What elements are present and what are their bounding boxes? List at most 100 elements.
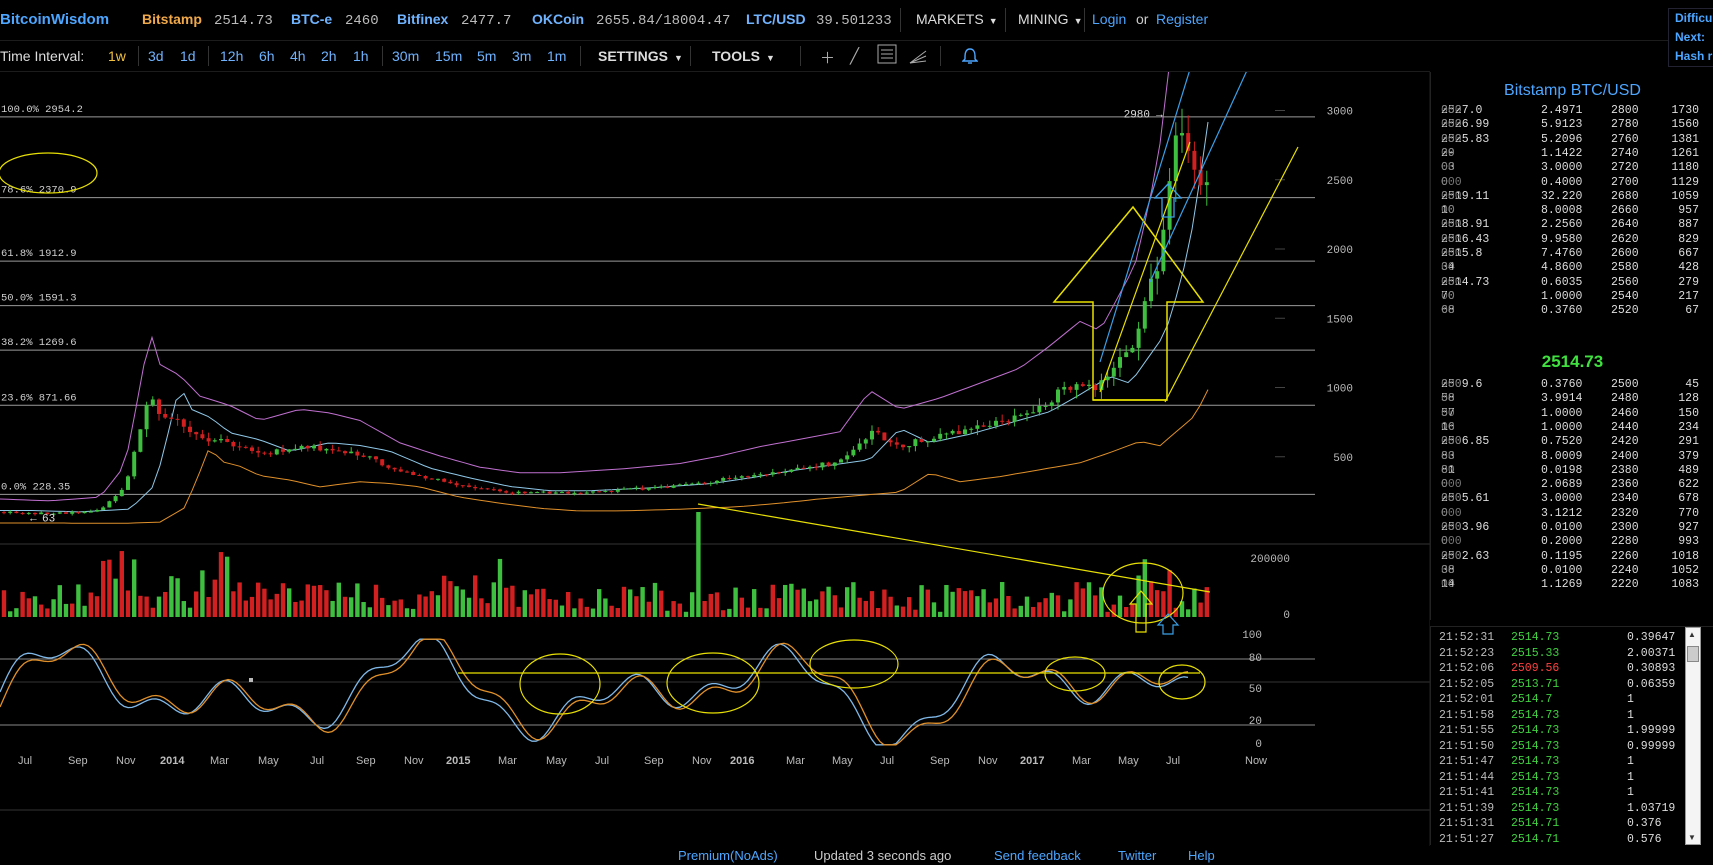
fan-tool-icon[interactable] [908,47,928,69]
order-level: 2600 [1611,247,1639,260]
ticker-ltcusd-name[interactable]: LTC/USD [746,11,806,27]
time-axis-label: 2014 [160,755,185,767]
volume-bar [696,512,701,617]
site-logo[interactable]: BitcoinWisdom [0,11,110,28]
bell-icon[interactable] [961,47,979,69]
stoch-tick-label: 0 [1255,739,1262,751]
orderbook-row[interactable]: 2518.91 000 2.2560 2640 887 [1441,218,1711,233]
ticker-btce-name[interactable]: BTC-e [291,11,333,27]
orderbook-row[interactable]: 10 00 8.0008 2660 957 [1441,204,1711,219]
interval-15m[interactable]: 15m [435,48,463,64]
orderbook-row[interactable]: 2505.61 000 3.0000 2340 678 [1441,492,1711,507]
interval-12h[interactable]: 12h [220,48,244,64]
orderbook-row[interactable]: 2519.11 000 32.220 2680 1059 [1441,190,1711,205]
mining-menu[interactable]: MINING ▼ [1018,11,1082,27]
volume-bar [733,587,738,617]
orderbook-row[interactable]: 2527.0 000 2.4971 2800 1730 [1441,104,1711,119]
interval-4h[interactable]: 4h [290,48,306,64]
orderbook-row[interactable]: 2516.43 000 9.9580 2620 829 [1441,233,1711,248]
scroll-down-icon[interactable]: ▼ [1688,833,1696,842]
interval-5m[interactable]: 5m [477,48,497,64]
orderbook-row[interactable]: 83 00 8.0009 2400 379 [1441,450,1711,465]
trade-time: 21:51:41 [1439,786,1495,799]
orderbook-row[interactable]: 70 00 1.0000 2540 217 [1441,290,1711,305]
volume-bar [156,596,162,617]
orderbook-row[interactable]: 0 000 2.0689 2360 622 [1441,478,1711,493]
interval-1w[interactable]: 1w [108,48,126,64]
orderbook-row[interactable]: 57 00 1.0000 2460 150 [1441,407,1711,422]
orderbook-row[interactable]: 0 000 0.2000 2280 993 [1441,535,1711,550]
orderbook-row[interactable]: 38 00 0.0100 2240 1052 [1441,564,1711,579]
order-amount: 0.0100 [1541,521,1583,534]
ticker-bitstamp-name[interactable]: Bitstamp [142,11,202,27]
price-chart[interactable]: 100.0% 2954.2 78.6% 2370.9 61.8% 1912.9 50.… [0,72,1430,846]
twitter-link[interactable]: Twitter [1118,848,1157,863]
orderbook-row[interactable]: 81 00 0.0198 2380 489 [1441,464,1711,479]
order-price-dim: 00 [1441,406,1455,420]
orderbook-row[interactable]: 2525.83 000 5.2096 2760 1381 [1441,133,1711,148]
interval-2h[interactable]: 2h [321,48,337,64]
price-tick-label: 2000 [1327,245,1353,257]
help-link[interactable]: Help [1188,848,1215,863]
interval-30m[interactable]: 30m [392,48,420,64]
order-amount: 0.3760 [1541,378,1583,391]
markets-menu[interactable]: MARKETS ▼ [916,11,998,27]
orderbook-row[interactable]: 0 000 0.4000 2700 1129 [1441,176,1711,191]
interval-3m[interactable]: 3m [512,48,532,64]
trade-amount: 0.39647 [1627,631,1676,644]
login-link[interactable]: Login [1092,11,1127,27]
scroll-thumb[interactable] [1687,646,1699,662]
orderbook-row[interactable]: 29 00 1.1422 2740 1261 [1441,147,1711,162]
volume-bar [435,595,441,617]
orderbook-row[interactable]: 2514.73 000 0.6035 2560 279 [1441,276,1711,291]
orderbook-row[interactable]: 03 00 3.0000 2720 1180 [1441,161,1711,176]
ticker-okcoin-name[interactable]: OKCoin [532,11,585,27]
orderbook-row[interactable]: 0 000 3.1212 2320 770 [1441,507,1711,522]
settings-menu[interactable]: SETTINGS ▼ [598,48,683,64]
candle-body [684,483,688,485]
premium-link[interactable]: Premium(NoAds) [678,848,778,863]
plus-icon[interactable]: ＋ [820,50,836,67]
volume-bar [423,596,428,617]
candle-body [281,449,285,452]
candle-body [584,492,589,494]
orderbook-row[interactable]: 2526.99 000 5.9123 2780 1560 [1441,118,1711,133]
order-level: 2740 [1611,146,1639,160]
orderbook-row[interactable]: 2502.63 000 0.1195 2260 1018 [1441,550,1711,565]
interval-6h[interactable]: 6h [259,48,275,64]
order-book: Bitstamp BTC/USD 2527.0 000 2.4971 2800 1730… [1430,72,1713,620]
interval-1m[interactable]: 1m [547,48,567,64]
line-tool-icon[interactable]: ╱ [850,48,860,65]
interval-1d[interactable]: 1d [180,48,196,64]
trade-row: 21:51:41 2514.73 1 [1439,786,1689,801]
orderbook-row[interactable]: 2503.96 000 0.0100 2300 927 [1441,521,1711,536]
orderbook-row[interactable]: 16 00 1.0000 2440 234 [1441,421,1711,436]
register-link[interactable]: Register [1156,11,1209,27]
order-price-value: 81 [1441,463,1455,477]
order-cumulative: 279 [1678,275,1699,289]
volume-bar [417,594,422,617]
orderbook-row[interactable]: 14 00 1.1269 2220 1083 [1441,578,1711,593]
volume-bar [32,596,38,617]
trades-scrollbar[interactable]: ▲ ▼ [1685,627,1701,845]
orderbook-row[interactable]: 58 00 3.9914 2480 128 [1441,392,1711,407]
menu-icon[interactable] [877,44,897,68]
orderbook-row[interactable]: 34 00 4.8600 2580 428 [1441,261,1711,276]
orderbook-row[interactable]: 2515.8 000 7.4760 2600 667 [1441,247,1711,262]
order-price-value: 57 [1441,406,1455,420]
time-axis-label: 2015 [446,755,470,767]
interval-1h[interactable]: 1h [353,48,369,64]
send-feedback-link[interactable]: Send feedback [994,848,1081,863]
tools-menu[interactable]: TOOLS ▼ [712,48,775,64]
interval-3d[interactable]: 3d [148,48,164,64]
volume-bar [826,586,831,617]
volume-bar [944,584,949,617]
ticker-bitfinex-name[interactable]: Bitfinex [397,11,449,27]
candle-body [907,446,912,448]
volume-bar [20,591,25,617]
orderbook-row[interactable]: 2506.85 000 0.7520 2420 291 [1441,435,1711,450]
scroll-up-icon[interactable]: ▲ [1688,630,1696,639]
candle-body [33,512,37,515]
orderbook-row[interactable]: 2509.6 000 0.3760 2500 45 [1441,378,1711,393]
orderbook-row[interactable]: 68 00 0.3760 2520 67 [1441,304,1711,319]
